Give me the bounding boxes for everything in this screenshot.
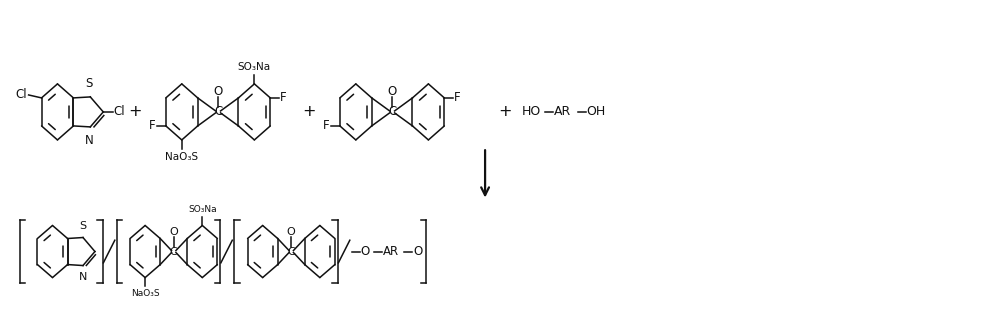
- Text: F: F: [280, 91, 287, 104]
- Text: C: C: [170, 247, 178, 257]
- Text: C: C: [287, 247, 295, 257]
- Text: HO: HO: [522, 105, 541, 118]
- Text: O: O: [287, 227, 296, 237]
- Text: AR: AR: [383, 245, 399, 258]
- Text: C: C: [214, 105, 222, 118]
- Text: OH: OH: [587, 105, 606, 118]
- Text: SO₃Na: SO₃Na: [188, 205, 217, 214]
- Text: O: O: [387, 85, 397, 98]
- Text: NaO₃S: NaO₃S: [131, 289, 159, 298]
- Text: Cl: Cl: [114, 105, 125, 118]
- Text: +: +: [498, 104, 512, 119]
- Text: C: C: [388, 105, 396, 118]
- Text: F: F: [323, 119, 330, 132]
- Text: S: S: [86, 76, 93, 90]
- Text: Cl: Cl: [15, 88, 27, 102]
- Text: O: O: [213, 85, 223, 98]
- Text: F: F: [454, 91, 461, 104]
- Text: SO₃Na: SO₃Na: [238, 62, 271, 72]
- Text: NaO₃S: NaO₃S: [165, 152, 198, 162]
- Text: +: +: [128, 104, 142, 119]
- Text: O: O: [413, 245, 423, 258]
- Text: O: O: [169, 227, 178, 237]
- Text: N: N: [79, 272, 87, 282]
- Text: S: S: [79, 221, 87, 231]
- Text: AR: AR: [554, 105, 571, 118]
- Text: N: N: [85, 134, 94, 147]
- Text: +: +: [302, 104, 316, 119]
- Text: F: F: [149, 119, 156, 132]
- Text: O: O: [361, 245, 370, 258]
